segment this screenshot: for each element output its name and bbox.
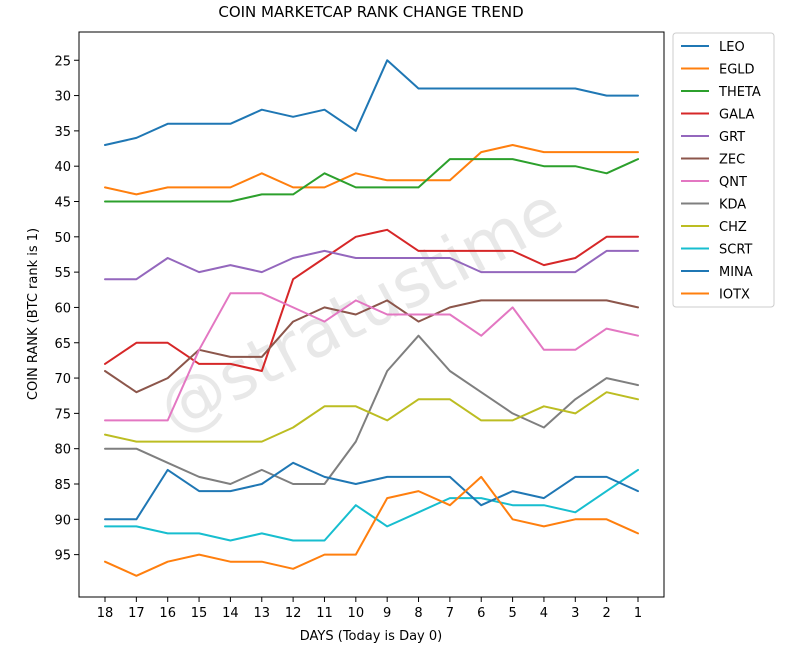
x-tick-label: 4	[540, 606, 548, 621]
series-line-scrt	[104, 468, 639, 542]
legend-label-qnt: QNT	[719, 175, 747, 190]
y-tick-label: 75	[54, 407, 71, 422]
series-line-iotx	[104, 475, 639, 577]
x-tick-label: 3	[571, 606, 579, 621]
x-tick-label: 13	[253, 606, 270, 621]
x-tick-label: 1	[634, 606, 642, 621]
legend-label-scrt: SCRT	[719, 243, 752, 258]
y-tick-label: 45	[54, 196, 71, 211]
y-axis-label: COIN RANK (BTC rank is 1)	[26, 228, 41, 400]
y-tick-label: 60	[54, 301, 71, 316]
y-tick-label: 25	[54, 54, 71, 69]
y-tick-label: 90	[54, 513, 71, 528]
x-tick-label: 11	[316, 606, 333, 621]
legend-box	[672, 32, 775, 308]
series-line-kda	[104, 334, 639, 485]
x-tick-label: 17	[128, 606, 145, 621]
legend-label-egld: EGLD	[719, 63, 755, 78]
legend-label-zec: ZEC	[719, 153, 745, 168]
x-tick-label: 8	[414, 606, 422, 621]
legend-label-iotx: IOTX	[719, 288, 750, 303]
y-tick-label: 65	[54, 337, 71, 352]
legend-label-grt: GRT	[719, 130, 745, 145]
y-axis: 25 30 35 40 45 50 55 60 65 70 75 80 85 90 95	[54, 54, 79, 564]
x-tick-label: 7	[446, 606, 454, 621]
legend-label-kda: KDA	[719, 198, 746, 213]
y-tick-label: 95	[54, 549, 71, 564]
legend-label-mina: MINA	[719, 265, 753, 280]
legend-label-leo: LEO	[719, 40, 745, 55]
y-tick-label: 55	[54, 266, 71, 281]
x-tick-label: 10	[348, 606, 365, 621]
series-line-grt	[104, 249, 639, 281]
y-tick-label: 85	[54, 478, 71, 493]
legend-label-gala: GALA	[719, 108, 755, 123]
legend-label-theta: THETA	[718, 85, 761, 100]
legend-label-chz: CHZ	[719, 220, 747, 235]
y-tick-label: 50	[54, 231, 71, 246]
x-tick-label: 18	[97, 606, 114, 621]
x-axis-label: DAYS (Today is Day 0)	[300, 629, 442, 644]
x-tick-label: 9	[383, 606, 391, 621]
plot-area	[78, 31, 665, 598]
x-tick-label: 6	[477, 606, 485, 621]
y-tick-label: 80	[54, 443, 71, 458]
y-tick-label: 30	[54, 90, 71, 105]
series-line-theta	[104, 158, 639, 203]
series-line-mina	[104, 461, 639, 521]
y-tick-label: 70	[54, 372, 71, 387]
y-tick-label: 35	[54, 125, 71, 140]
series-line-chz	[104, 391, 639, 443]
legend: LEO EGLD THETA GALA GRT ZEC QNT KDA CHZ SCRT MINA I…	[672, 32, 775, 308]
x-axis: 18 17 16 15 14 13 12 11 10 9 8 7 6 5 4 3 2 1	[97, 597, 642, 621]
chart-title: COIN MARKETCAP RANK CHANGE TREND	[218, 3, 523, 21]
series-line-qnt	[104, 292, 639, 422]
series-line-leo	[104, 59, 639, 146]
x-tick-label: 2	[603, 606, 611, 621]
series-line-egld	[104, 144, 639, 196]
x-tick-label: 14	[222, 606, 239, 621]
x-tick-label: 15	[191, 606, 208, 621]
x-tick-label: 12	[285, 606, 302, 621]
y-tick-label: 40	[54, 160, 71, 175]
series-lines	[104, 59, 639, 577]
x-tick-label: 16	[159, 606, 176, 621]
x-tick-label: 5	[508, 606, 516, 621]
